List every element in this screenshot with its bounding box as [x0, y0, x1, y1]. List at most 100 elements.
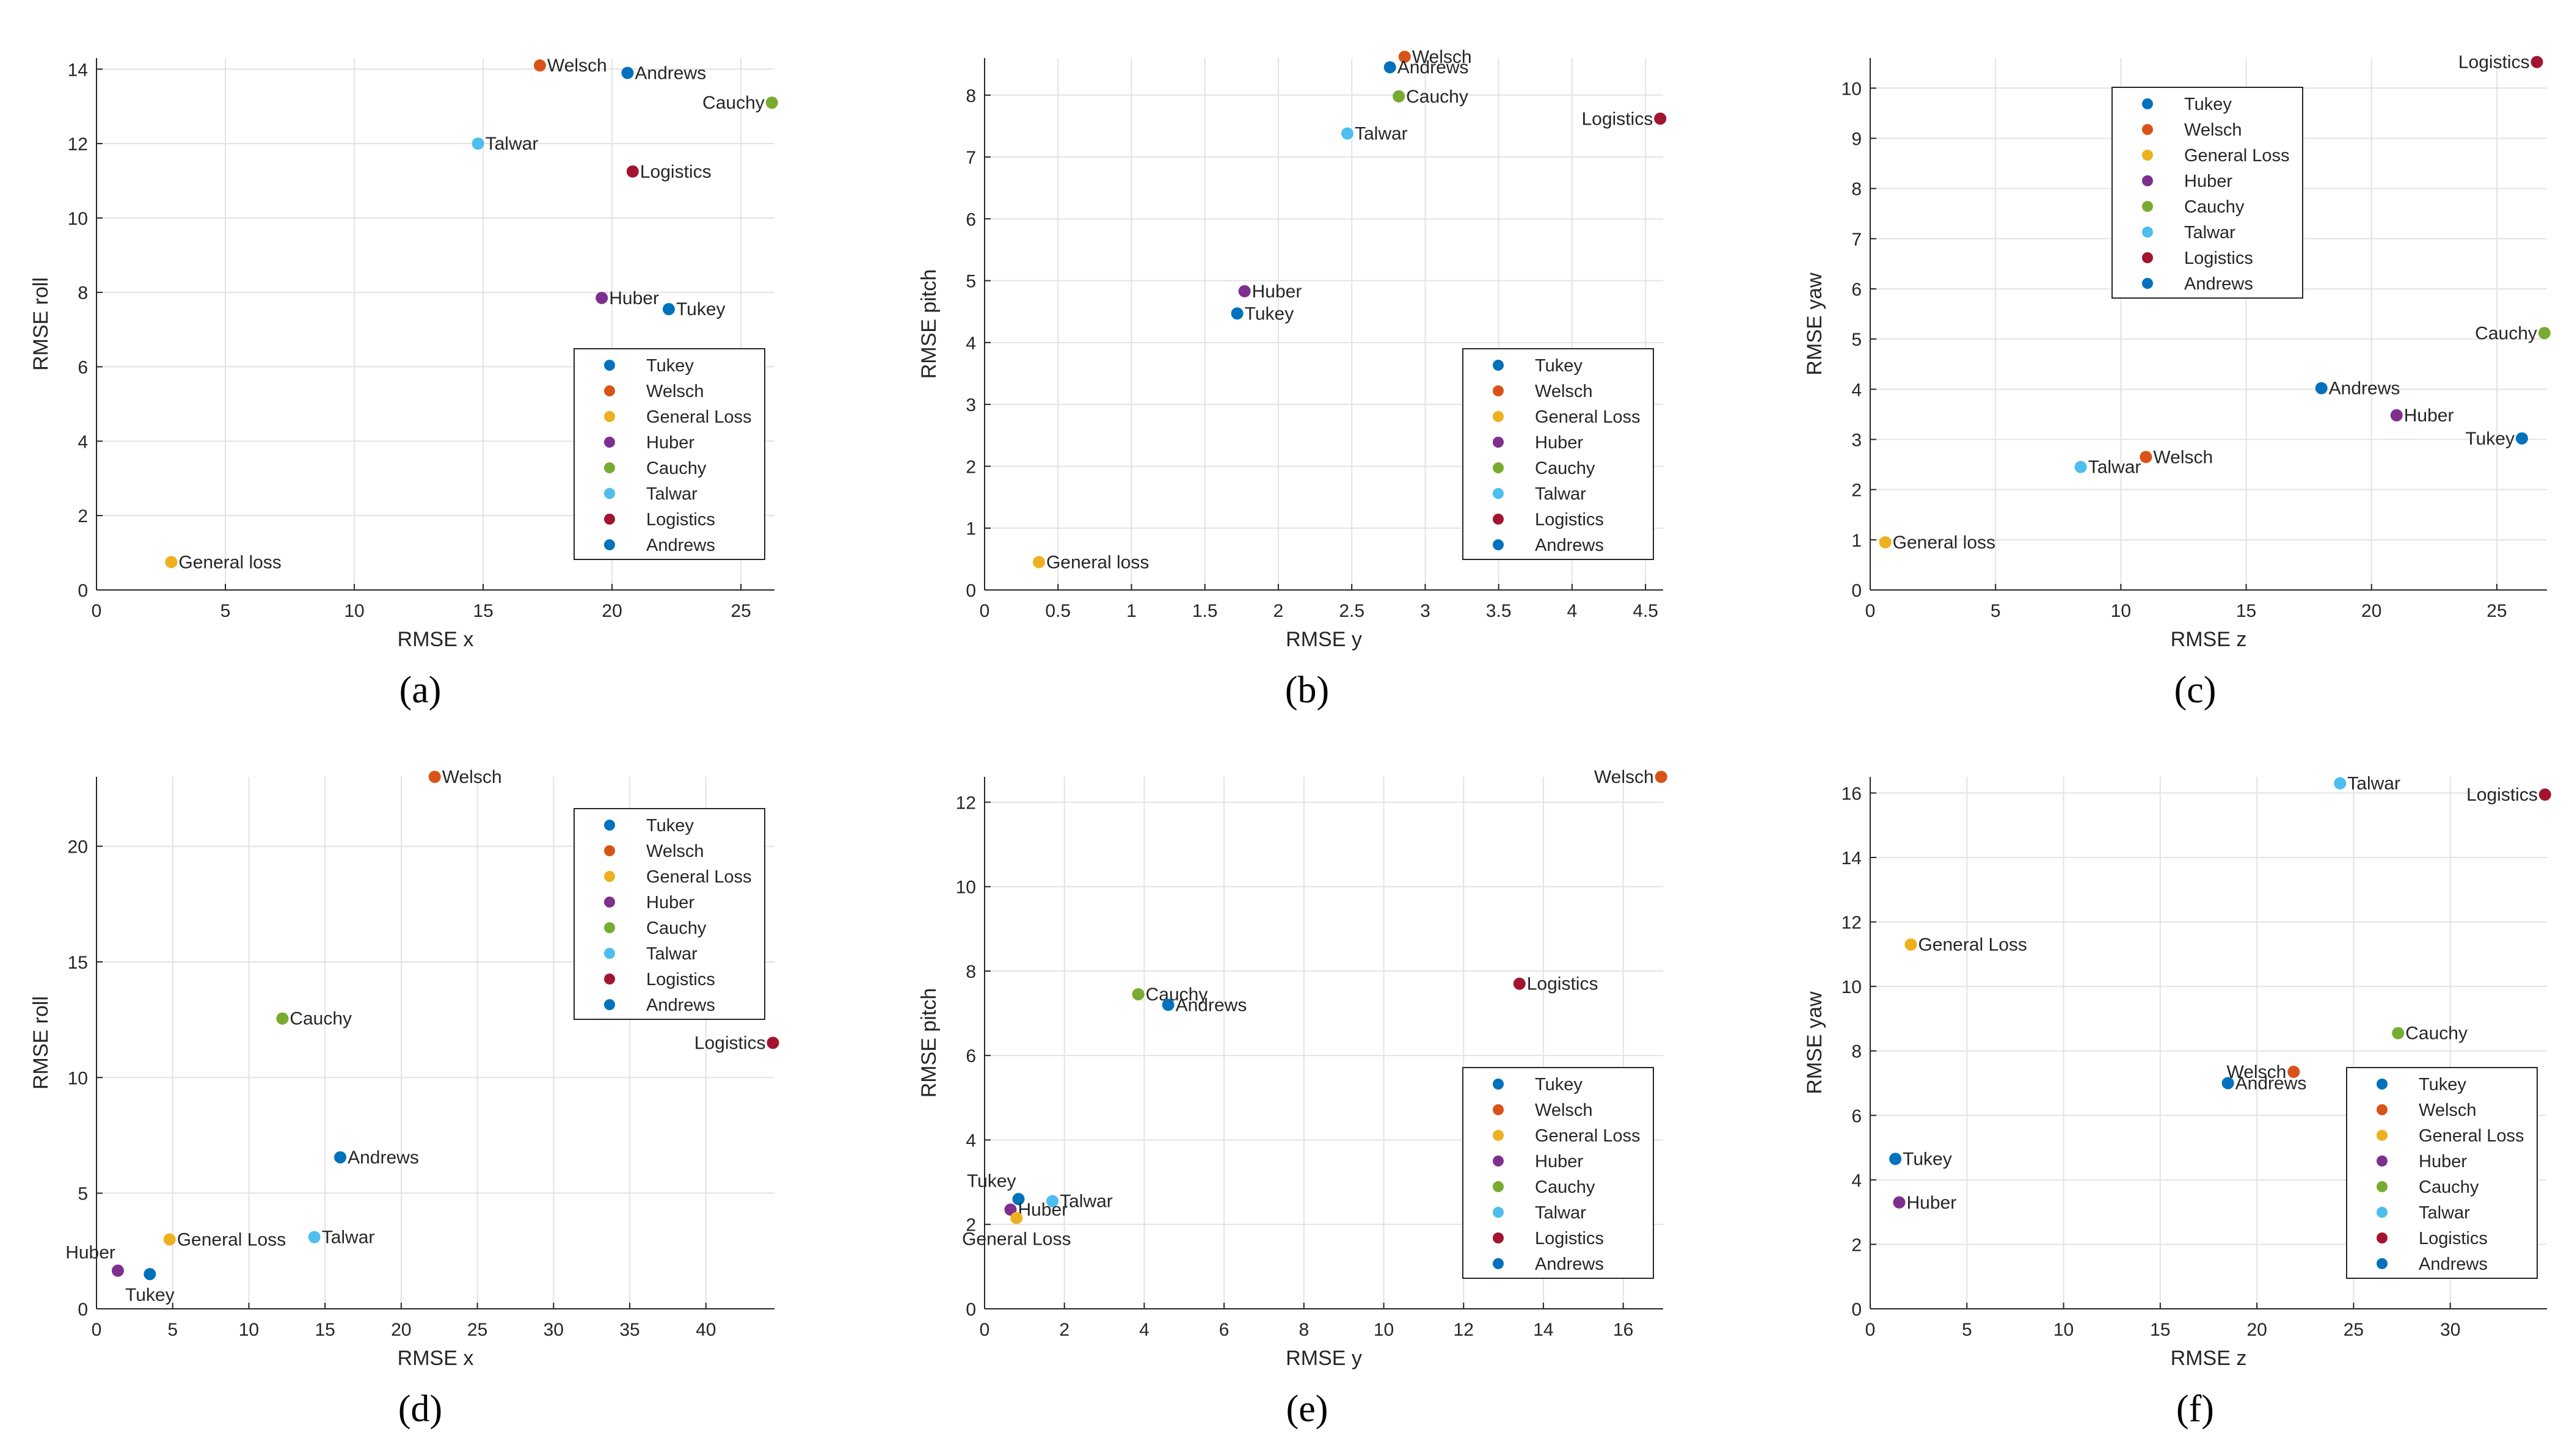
- x-tick-label: 3: [1420, 601, 1430, 621]
- data-point-tukey: [1012, 1193, 1025, 1206]
- data-point-tukey: [144, 1268, 156, 1281]
- data-label: Tukey: [1245, 304, 1294, 324]
- legend-box: [1462, 1067, 1654, 1279]
- x-tick-label: 1: [1126, 601, 1137, 621]
- data-label: Cauchy: [702, 93, 765, 113]
- legend-marker-talwar: [1493, 488, 1504, 499]
- x-tick-label: 3.5: [1486, 601, 1512, 621]
- legend-entry: Welsch: [1535, 1101, 1593, 1120]
- x-tick-label: 30: [544, 1320, 564, 1340]
- y-tick-label: 8: [966, 962, 976, 982]
- legend-entry: General Loss: [646, 407, 752, 427]
- x-tick-label: 4: [1139, 1320, 1149, 1340]
- legend-entry: Welsch: [2184, 120, 2242, 140]
- y-tick-label: 1: [966, 519, 976, 539]
- data-label: Andrews: [348, 1148, 419, 1168]
- legend-marker-general-loss: [604, 871, 615, 882]
- legend: Tukey Welsch General Loss Huber Cauchy Talwar…: [1462, 1067, 1654, 1279]
- x-tick-label: 35: [619, 1320, 639, 1340]
- legend-entry: Andrews: [1535, 1254, 1604, 1274]
- data-label: General Loss: [962, 1229, 1071, 1249]
- panel-caption: (f): [2176, 1388, 2214, 1430]
- legend-entry: Talwar: [1535, 1203, 1586, 1223]
- y-tick-label: 10: [1842, 79, 1862, 99]
- data-label: Welsch: [2226, 1062, 2286, 1082]
- data-point-general-loss: [165, 556, 178, 569]
- data-label: Cauchy: [2405, 1024, 2468, 1044]
- y-tick-label: 15: [68, 953, 88, 973]
- x-axis-label: RMSE z: [2171, 1347, 2247, 1370]
- legend-marker-huber: [2142, 175, 2153, 186]
- legend-marker-huber: [604, 897, 615, 908]
- x-tick-label: 10: [344, 601, 364, 621]
- x-tick-label: 2: [1059, 1320, 1069, 1340]
- data-point-tukey: [1231, 307, 1244, 320]
- legend-marker-andrews: [1493, 539, 1504, 550]
- legend: Tukey Welsch General Loss Huber Cauchy Talwar…: [574, 348, 765, 560]
- y-tick-label: 7: [966, 148, 976, 168]
- legend-marker-general-loss: [2142, 150, 2153, 161]
- legend-entry: Logistics: [1535, 1229, 1604, 1248]
- legend-marker-andrews: [2377, 1258, 2388, 1269]
- legend-marker-tukey: [2142, 98, 2153, 109]
- legend-marker-logistics: [1493, 514, 1504, 525]
- y-tick-label: 8: [1851, 1042, 1862, 1062]
- x-tick-label: 0: [980, 601, 990, 621]
- legend-box: [574, 348, 765, 560]
- data-point-general-loss: [1010, 1212, 1023, 1225]
- legend: Tukey Welsch General Loss Huber Cauchy Talwar…: [1462, 348, 1654, 560]
- x-tick-label: 0: [92, 1320, 102, 1340]
- legend-entry: Andrews: [2184, 274, 2253, 294]
- data-point-welsch: [1398, 50, 1411, 63]
- data-label: Logistics: [1527, 974, 1598, 994]
- data-point-welsch: [2140, 451, 2152, 464]
- y-tick-label: 6: [78, 358, 88, 378]
- y-tick-label: 2: [966, 457, 976, 477]
- data-label: Talwar: [2088, 457, 2141, 478]
- legend-marker-welsch: [604, 385, 615, 396]
- legend-marker-talwar: [604, 948, 615, 959]
- legend-marker-welsch: [1493, 385, 1504, 396]
- legend-entry: Logistics: [2419, 1229, 2488, 1248]
- data-label: Welsch: [442, 767, 502, 787]
- x-tick-label: 10: [239, 1320, 259, 1340]
- legend-marker-andrews: [1493, 1258, 1504, 1269]
- data-point-talwar: [472, 137, 484, 150]
- x-tick-label: 25: [2344, 1320, 2364, 1340]
- x-tick-label: 0: [980, 1320, 990, 1340]
- y-tick-label: 8: [966, 86, 976, 106]
- data-label: Huber: [609, 288, 659, 308]
- data-point-cauchy: [1393, 90, 1405, 103]
- data-label: Talwar: [486, 134, 539, 154]
- data-point-talwar: [1046, 1195, 1059, 1207]
- y-tick-label: 10: [956, 878, 976, 898]
- data-label: Logistics: [2458, 53, 2530, 73]
- data-point-tukey: [662, 303, 675, 316]
- legend-marker-tukey: [604, 820, 615, 831]
- data-label: Tukey: [2465, 429, 2515, 449]
- x-tick-label: 4.5: [1633, 601, 1658, 621]
- data-label: General loss: [1046, 552, 1149, 572]
- data-point-cauchy: [2538, 327, 2551, 340]
- chart-panel-1: 0 5 10 15 20 25 0 2 4 6 8 10 12 14 RMSE x RMSE roll Wels…: [29, 56, 778, 711]
- legend-marker-andrews: [2142, 278, 2153, 289]
- legend-marker-talwar: [604, 488, 615, 499]
- data-point-logistics: [1654, 112, 1667, 125]
- x-tick-label: 0: [1865, 601, 1876, 621]
- data-label: Cauchy: [290, 1009, 352, 1029]
- data-point-tukey: [2515, 432, 2528, 445]
- y-tick-label: 1: [1851, 531, 1862, 551]
- legend-box: [1462, 348, 1654, 560]
- y-tick-label: 12: [956, 793, 976, 813]
- y-tick-label: 8: [1851, 180, 1862, 200]
- legend-marker-general-loss: [1493, 411, 1504, 422]
- legend-marker-cauchy: [604, 922, 615, 933]
- x-tick-label: 10: [1374, 1320, 1394, 1340]
- legend-entry: Welsch: [646, 382, 704, 401]
- data-point-tukey: [1889, 1152, 1902, 1165]
- x-tick-label: 25: [730, 601, 751, 621]
- data-label: Huber: [65, 1243, 115, 1263]
- y-tick-label: 4: [966, 1130, 976, 1151]
- data-point-logistics: [2530, 56, 2543, 68]
- data-point-welsch: [2287, 1066, 2300, 1079]
